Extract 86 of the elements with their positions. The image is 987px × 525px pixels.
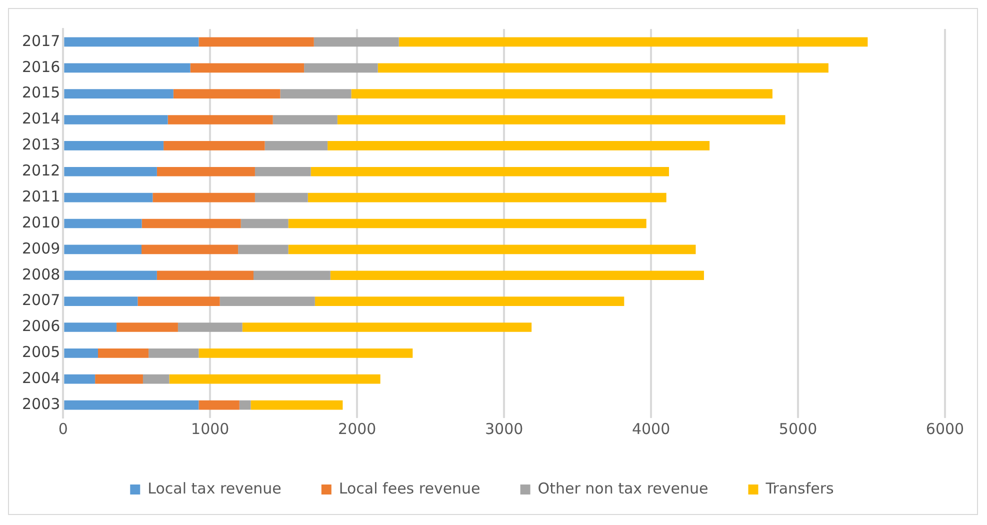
bar [254, 192, 308, 202]
y-tick-label: 2007 [22, 291, 60, 310]
bar [314, 296, 624, 306]
bar [198, 37, 314, 47]
bar [64, 115, 168, 124]
bar [288, 218, 646, 228]
bar [178, 322, 242, 332]
y-tick-label: 2008 [22, 265, 60, 284]
bar [138, 296, 220, 306]
legend-label: Other non tax revenue [538, 479, 708, 498]
bar [64, 270, 157, 280]
bar [328, 141, 710, 150]
bar [242, 322, 532, 332]
bar [64, 37, 199, 47]
bar [378, 63, 828, 73]
bar [142, 244, 238, 254]
bar [304, 63, 378, 73]
bar [254, 270, 330, 280]
y-tick-label: 2006 [22, 317, 60, 336]
bar [240, 218, 288, 228]
y-tick-label: 2004 [22, 368, 60, 387]
y-tick-label: 2010 [22, 213, 60, 232]
y-tick-label: 2009 [22, 239, 60, 258]
bar [239, 400, 251, 410]
x-tick-label: 2000 [338, 420, 376, 438]
bar [98, 348, 149, 358]
bar [288, 244, 696, 254]
bar [64, 63, 190, 73]
legend-label: Transfers [764, 479, 834, 498]
x-tick-label: 4000 [632, 420, 670, 438]
bar [64, 296, 138, 306]
bar [152, 192, 255, 202]
bar [164, 141, 265, 150]
bar [238, 244, 288, 254]
bar [64, 218, 142, 228]
bar [250, 400, 343, 410]
bar [314, 37, 399, 47]
bar [280, 89, 352, 98]
y-tick-label: 2017 [22, 32, 60, 50]
bar [64, 89, 174, 98]
bar [116, 322, 178, 332]
y-tick-label: 2005 [22, 343, 60, 362]
bar [330, 270, 704, 280]
bar [308, 192, 666, 202]
bar [64, 400, 199, 410]
y-tick-label: 2011 [22, 187, 60, 206]
bar [190, 63, 304, 73]
x-tick-label: 3000 [484, 420, 524, 438]
bar [64, 141, 164, 150]
x-tick-label: 5000 [778, 420, 818, 438]
x-tick-label: 1000 [191, 420, 230, 438]
y-tick-label: 2012 [22, 162, 60, 180]
bar [168, 115, 273, 124]
bar [337, 115, 786, 124]
bar [254, 166, 311, 176]
bar [142, 218, 241, 228]
legend-label: Local tax revenue [148, 479, 282, 498]
bar [169, 374, 380, 384]
y-tick-label: 2003 [22, 394, 60, 413]
bar [156, 270, 254, 280]
bar [264, 141, 328, 150]
bar [64, 322, 117, 332]
bar [64, 192, 153, 202]
y-tick-label: 2015 [22, 84, 60, 102]
bar [64, 244, 142, 254]
bar [173, 89, 280, 98]
y-tick-label: 2013 [22, 136, 60, 154]
bar [95, 374, 143, 384]
x-tick-label: 0 [58, 420, 68, 438]
x-tick-label: 6000 [926, 420, 964, 438]
legend-label: Local fees revenue [338, 479, 480, 498]
bar [64, 166, 157, 176]
bar [272, 115, 338, 124]
y-tick-label: 2016 [22, 58, 60, 76]
bar [351, 89, 772, 98]
bar [198, 400, 240, 410]
bar [310, 166, 669, 176]
bar [148, 348, 199, 358]
bar [64, 374, 96, 384]
bar [156, 166, 255, 176]
y-tick-label: 2014 [22, 110, 60, 128]
bar [198, 348, 413, 358]
bar [142, 374, 170, 384]
bar [64, 348, 98, 358]
bar [398, 37, 868, 47]
bar [220, 296, 315, 306]
